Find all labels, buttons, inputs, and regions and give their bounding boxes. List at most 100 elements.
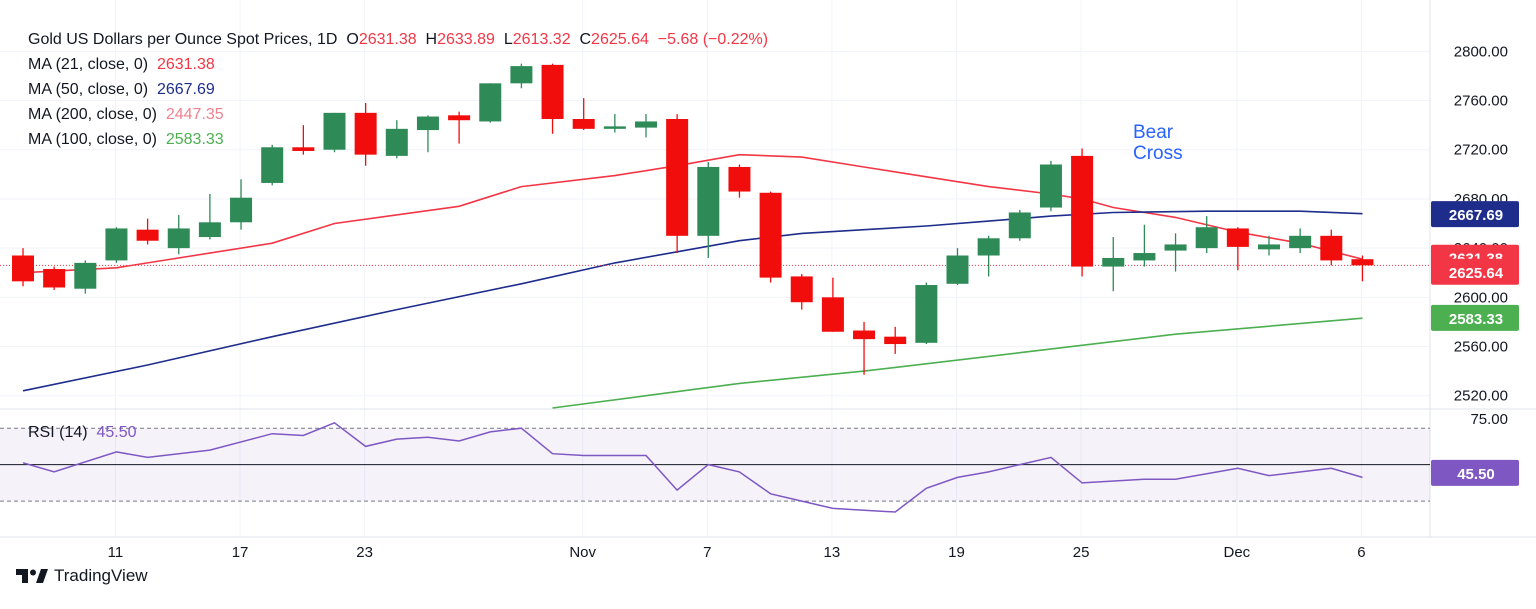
candle-body bbox=[385, 128, 408, 156]
high-value: 2633.89 bbox=[437, 31, 495, 48]
annotation-line2: Cross bbox=[1133, 143, 1183, 164]
candle-body bbox=[12, 255, 34, 282]
candle-body bbox=[666, 118, 689, 236]
tradingview-branding[interactable]: TradingView bbox=[16, 566, 148, 586]
candle-body bbox=[1133, 253, 1156, 261]
rsi-line bbox=[22, 421, 1363, 513]
y-tick-label: 2560.00 bbox=[1454, 339, 1508, 356]
ma21-legend-value: 2631.38 bbox=[156, 56, 215, 73]
x-tick-label: 19 bbox=[948, 544, 965, 561]
x-tick-label: Nov bbox=[569, 544, 596, 561]
ma50-legend: MA (50, close, 0) 2667.69 bbox=[28, 81, 215, 99]
candle-body bbox=[43, 269, 66, 288]
candle-body bbox=[416, 116, 439, 131]
candle-body bbox=[1039, 164, 1062, 208]
ma100-legend: MA (100, close, 0) 2583.33 bbox=[28, 131, 224, 149]
ma200-legend-label: MA (200, close, 0) bbox=[28, 106, 157, 123]
x-tick-label: 17 bbox=[232, 544, 249, 561]
close-value: 2625.64 bbox=[591, 31, 649, 48]
y-tick-label: 2600.00 bbox=[1454, 289, 1508, 306]
candle-body bbox=[1164, 244, 1187, 251]
ma21-legend: MA (21, close, 0) 2631.38 bbox=[28, 56, 215, 74]
candle-body bbox=[136, 229, 159, 241]
y-tick-label: 2800.00 bbox=[1454, 43, 1508, 60]
ma21-legend-label: MA (21, close, 0) bbox=[28, 56, 149, 73]
bear-cross-annotation: Bear Cross bbox=[1133, 122, 1183, 164]
ma50-price-label: 2667.69 bbox=[1449, 207, 1503, 224]
rsi-legend-label: RSI (14) bbox=[28, 424, 88, 441]
y-tick-label: 2720.00 bbox=[1454, 142, 1508, 159]
open-value: 2631.38 bbox=[358, 31, 417, 48]
candle-body bbox=[198, 222, 221, 238]
candle-body bbox=[1195, 227, 1218, 249]
candle-body bbox=[635, 121, 657, 128]
chart-header: Gold US Dollars per Ounce Spot Prices, 1… bbox=[28, 31, 768, 49]
annotation-line1: Bear bbox=[1133, 122, 1174, 143]
x-tick-label: Dec bbox=[1224, 544, 1251, 561]
tradingview-name: TradingView bbox=[54, 566, 148, 585]
x-tick-label: 23 bbox=[356, 544, 373, 561]
candle-body bbox=[572, 118, 595, 129]
symbol-title: Gold US Dollars per Ounce Spot Prices, 1… bbox=[28, 31, 338, 48]
candle-body bbox=[261, 147, 284, 183]
last-price-label: 2625.64 bbox=[1449, 265, 1504, 282]
candle-body bbox=[1258, 244, 1280, 250]
candle-body bbox=[915, 285, 938, 343]
ma50-line bbox=[22, 210, 1363, 392]
x-tick-label: 6 bbox=[1357, 544, 1365, 561]
ma200-legend-value: 2447.35 bbox=[165, 106, 224, 123]
candle-body bbox=[74, 262, 97, 289]
candle-body bbox=[977, 238, 1000, 256]
candle-body bbox=[105, 228, 128, 261]
candle-body bbox=[167, 228, 190, 249]
open-label: O bbox=[346, 31, 359, 48]
candle-body bbox=[354, 112, 377, 155]
candle-body bbox=[1320, 235, 1343, 261]
ma50-price-label-bg bbox=[1431, 201, 1519, 228]
candle-body bbox=[1289, 235, 1312, 249]
candle-body bbox=[1008, 212, 1031, 239]
candle-body bbox=[1071, 155, 1094, 267]
candle-body bbox=[603, 126, 626, 129]
ma100-legend-label: MA (100, close, 0) bbox=[28, 131, 157, 148]
last-price-label-bg bbox=[1431, 258, 1519, 285]
candle-body bbox=[323, 112, 346, 150]
x-tick-label: 13 bbox=[824, 544, 841, 561]
candle-body bbox=[541, 64, 564, 119]
candle-body bbox=[448, 115, 471, 121]
change-value: −5.68 (−0.22%) bbox=[657, 31, 769, 48]
candle-body bbox=[759, 192, 782, 278]
candle-body bbox=[853, 330, 876, 340]
candle-body bbox=[1351, 259, 1374, 266]
rsi-legend: RSI (14) 45.50 bbox=[28, 424, 137, 442]
y-tick-label: 2520.00 bbox=[1454, 388, 1508, 405]
ma100-line bbox=[552, 317, 1363, 409]
ma100-price-label: 2583.33 bbox=[1449, 311, 1503, 328]
candle-body bbox=[790, 276, 813, 303]
tradingview-logo-icon bbox=[16, 569, 48, 583]
ma21-line bbox=[22, 153, 1363, 274]
rsi-tick-label: 75.00 bbox=[1470, 411, 1508, 428]
low-value: 2613.32 bbox=[512, 31, 571, 48]
rsi-price-label-bg bbox=[1431, 459, 1519, 486]
high-label: H bbox=[425, 31, 438, 48]
candle-body bbox=[510, 66, 533, 84]
ma50-legend-value: 2667.69 bbox=[156, 81, 215, 98]
candle-body bbox=[1102, 257, 1125, 267]
rsi-price-label: 45.50 bbox=[1457, 466, 1495, 483]
candle-body bbox=[479, 83, 502, 122]
candle-body bbox=[946, 255, 969, 284]
close-label: C bbox=[579, 31, 592, 48]
candle-body bbox=[884, 336, 907, 345]
ma100-legend-value: 2583.33 bbox=[165, 131, 224, 148]
ma100-price-label-bg bbox=[1431, 304, 1519, 331]
candle-body bbox=[821, 297, 844, 332]
candle-body bbox=[292, 147, 315, 151]
x-tick-label: 7 bbox=[703, 544, 711, 561]
ma200-legend: MA (200, close, 0) 2447.35 bbox=[28, 106, 224, 124]
ma50-legend-label: MA (50, close, 0) bbox=[28, 81, 149, 98]
y-tick-label: 2760.00 bbox=[1454, 93, 1508, 110]
low-label: L bbox=[503, 31, 513, 48]
